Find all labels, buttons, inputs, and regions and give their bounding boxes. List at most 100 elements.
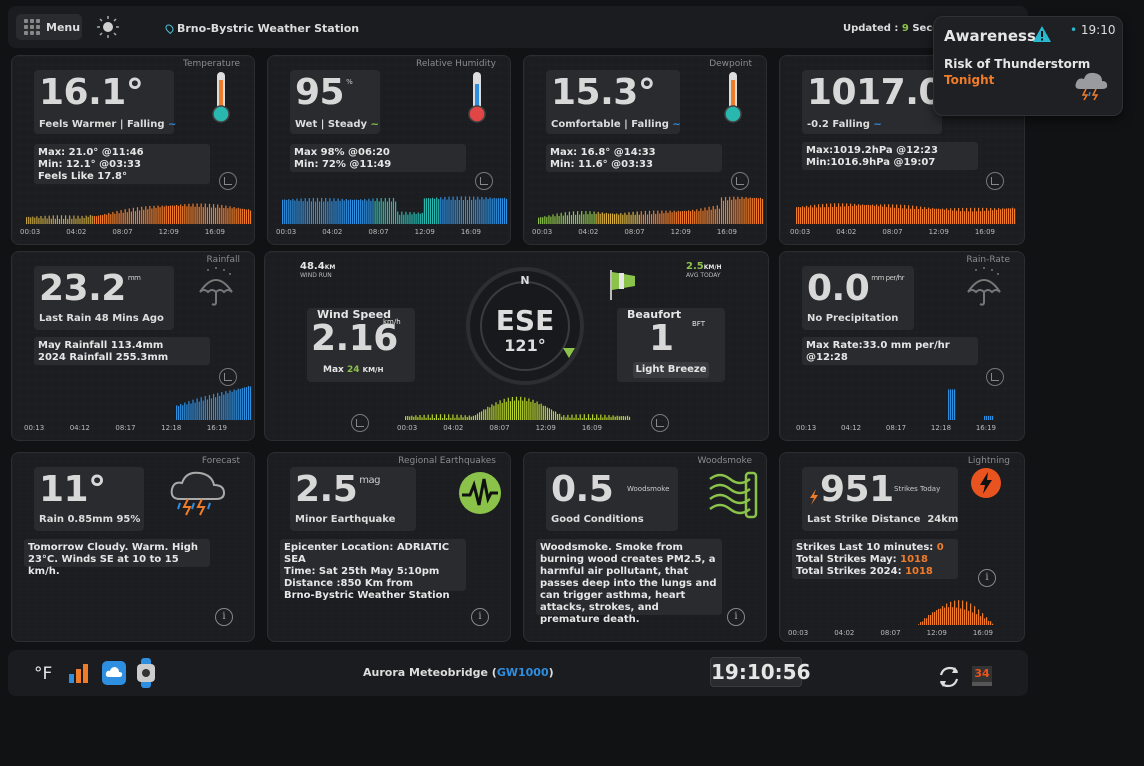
chart-bar: [436, 197, 438, 224]
chart-bar: [743, 198, 745, 224]
chart-bar: [912, 205, 914, 224]
chart-bar: [366, 200, 368, 224]
chart-bar: [630, 214, 632, 224]
chart-bar: [450, 417, 452, 420]
calendar-badge[interactable]: 34: [972, 666, 992, 686]
chart-bar: [81, 215, 83, 224]
chart-bar: [139, 210, 141, 224]
chart-bar: [974, 606, 976, 625]
chart-bar: [284, 199, 286, 224]
earthquake-card: Regional Earthquakes 2.5 mag Minor Earthq…: [267, 452, 511, 642]
chart-bar: [968, 610, 970, 625]
chart-bar: [364, 198, 366, 224]
chart-bar: [171, 205, 174, 224]
chart-toggle-button[interactable]: [219, 172, 237, 190]
chart-bar: [583, 214, 585, 224]
menu-label: Menu: [46, 20, 81, 34]
refresh-icon[interactable]: [938, 666, 960, 688]
chart-bar: [431, 414, 433, 420]
chart-bar: [878, 206, 880, 224]
chart-toggle-button[interactable]: [475, 172, 493, 190]
chart-bar: [102, 215, 104, 224]
chart-bar: [188, 203, 190, 224]
chart-bar: [507, 397, 509, 420]
chart-toggle-button[interactable]: [731, 172, 749, 190]
chart-bar: [729, 196, 731, 224]
temperature-card: Temperature 16.1° Feels Warmer | Falling…: [11, 55, 255, 245]
bar-chart-icon[interactable]: [68, 662, 90, 684]
chart-toggle-button[interactable]: [986, 368, 1004, 386]
chart-bar: [601, 212, 603, 224]
chart-bar: [563, 415, 565, 420]
pressure-stats: Max:1019.2hPa @12:23 Min:1016.9hPa @19:07: [802, 142, 978, 170]
info-icon[interactable]: i: [471, 608, 489, 626]
chart-bar: [932, 208, 934, 224]
dewpoint-trend: Comfortable | Falling ~: [551, 119, 681, 130]
chart-bar: [409, 212, 411, 224]
chart-toggle-button[interactable]: [219, 368, 237, 386]
chart-bar: [204, 203, 206, 224]
woodsmoke-card: Woodsmoke 0.5 Woodsmoke Good Conditions …: [523, 452, 767, 642]
chart-bar: [860, 205, 862, 224]
chart-bar: [681, 211, 683, 224]
chart-bar: [561, 416, 563, 420]
lightning-stats: Strikes Last 10 minutes: 0 Total Strikes…: [792, 539, 958, 579]
chart-bar: [192, 399, 194, 420]
chart-bar: [85, 215, 87, 224]
chart-bar: [651, 214, 653, 224]
chart-bar: [469, 196, 471, 224]
wind-speed-label: Wind Speed: [317, 308, 392, 321]
woodsmoke-value: 0.5: [551, 469, 614, 510]
chart-bar: [552, 411, 555, 420]
chart-toggle-button[interactable]: [351, 414, 369, 432]
earthquake-magnitude: 2.5 mag: [295, 469, 380, 510]
chart-bar: [308, 198, 310, 224]
info-icon[interactable]: i: [215, 608, 233, 626]
unit-toggle-button[interactable]: °F: [34, 664, 53, 684]
chart-bar: [655, 213, 657, 224]
chart-bar: [464, 196, 467, 224]
chart-bar: [200, 397, 202, 420]
chart-bar: [544, 405, 546, 420]
chart-bar: [550, 216, 552, 224]
chart-bar: [217, 204, 219, 224]
chart-bar: [904, 204, 906, 224]
card-title: Woodsmoke: [697, 456, 753, 466]
rainfall-chart: [176, 386, 252, 420]
awareness-popup[interactable]: Awareness • 19:10 Risk of Thunderstorm T…: [933, 16, 1123, 116]
chart-bar: [888, 204, 890, 224]
chart-bar: [950, 389, 952, 420]
chart-bar: [161, 205, 163, 224]
chart-toggle-button[interactable]: [651, 414, 669, 432]
chart-bar: [910, 208, 912, 224]
chart-bar: [589, 418, 592, 420]
chart-bar: [964, 609, 966, 625]
menu-button[interactable]: Menu: [16, 14, 82, 40]
chart-bar: [830, 203, 832, 224]
chart-bar: [936, 208, 938, 224]
chart-bar: [454, 417, 456, 420]
chart-bar: [194, 206, 196, 224]
chart-toggle-button[interactable]: [986, 172, 1004, 190]
watch-icon[interactable]: [136, 658, 156, 688]
chart-bar: [210, 398, 213, 420]
cloud-app-icon[interactable]: [102, 661, 126, 685]
chart-bar: [992, 623, 994, 625]
chart-bar: [509, 401, 511, 420]
info-icon[interactable]: i: [978, 569, 996, 587]
chart-bar: [163, 206, 165, 224]
chart-bar: [182, 206, 184, 224]
chart-bar: [661, 210, 663, 224]
sun-icon[interactable]: [96, 15, 120, 39]
chart-bar: [920, 622, 922, 625]
chart-bar: [245, 387, 247, 420]
chart-bar: [319, 201, 321, 224]
info-icon[interactable]: i: [727, 608, 745, 626]
wind-degrees: 121°: [504, 336, 546, 355]
chart-bar: [842, 203, 844, 224]
chart-bar: [249, 386, 252, 420]
chart-bar: [567, 414, 569, 420]
chart-bar: [556, 213, 558, 224]
chart-bar: [994, 208, 996, 224]
chart-bar: [854, 203, 856, 224]
